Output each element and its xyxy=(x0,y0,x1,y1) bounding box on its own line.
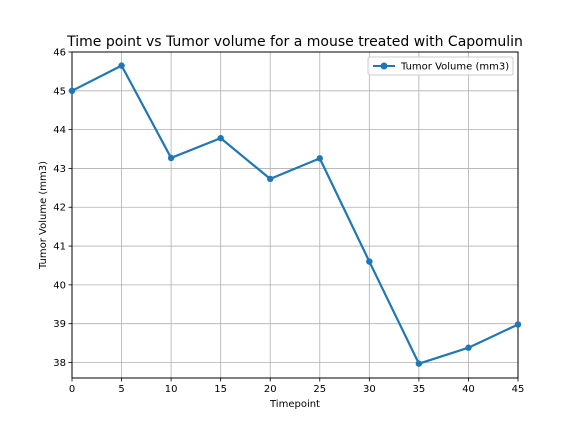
x-tick-label: 30 xyxy=(363,384,376,395)
x-tick-label: 25 xyxy=(313,384,326,395)
data-point xyxy=(465,345,471,351)
data-point xyxy=(416,360,422,366)
y-tick-label: 40 xyxy=(53,280,66,291)
y-tick-label: 45 xyxy=(53,86,66,97)
y-tick-label: 41 xyxy=(53,242,66,253)
data-point xyxy=(366,258,372,264)
y-tick-label: 38 xyxy=(53,358,66,369)
x-tick-label: 45 xyxy=(512,384,525,395)
data-point xyxy=(69,88,75,94)
x-tick-label: 35 xyxy=(413,384,426,395)
y-tick-label: 39 xyxy=(53,319,66,330)
data-point xyxy=(515,321,521,327)
x-tick-label: 20 xyxy=(264,384,277,395)
data-point xyxy=(168,155,174,161)
data-point xyxy=(118,62,124,68)
chart-title: Time point vs Tumor volume for a mouse t… xyxy=(66,34,523,50)
x-tick-label: 5 xyxy=(118,384,124,395)
data-point xyxy=(267,176,273,182)
data-point xyxy=(217,135,223,141)
legend-swatch-marker xyxy=(381,63,388,70)
x-tick-label: 40 xyxy=(462,384,475,395)
data-point xyxy=(317,155,323,161)
legend-entry-label: Tumor Volume (mm3) xyxy=(400,62,509,73)
y-tick-label: 44 xyxy=(53,125,66,136)
x-tick-label: 0 xyxy=(69,384,75,395)
y-axis-label: Tumor Volume (mm3) xyxy=(38,161,49,270)
legend: Tumor Volume (mm3) xyxy=(368,57,513,75)
x-axis-label: Timepoint xyxy=(269,399,320,410)
x-tick-label: 10 xyxy=(165,384,178,395)
y-tick-label: 46 xyxy=(53,48,66,59)
x-tick-label: 15 xyxy=(214,384,227,395)
y-tick-label: 42 xyxy=(53,203,66,214)
y-tick-label: 43 xyxy=(53,164,66,175)
